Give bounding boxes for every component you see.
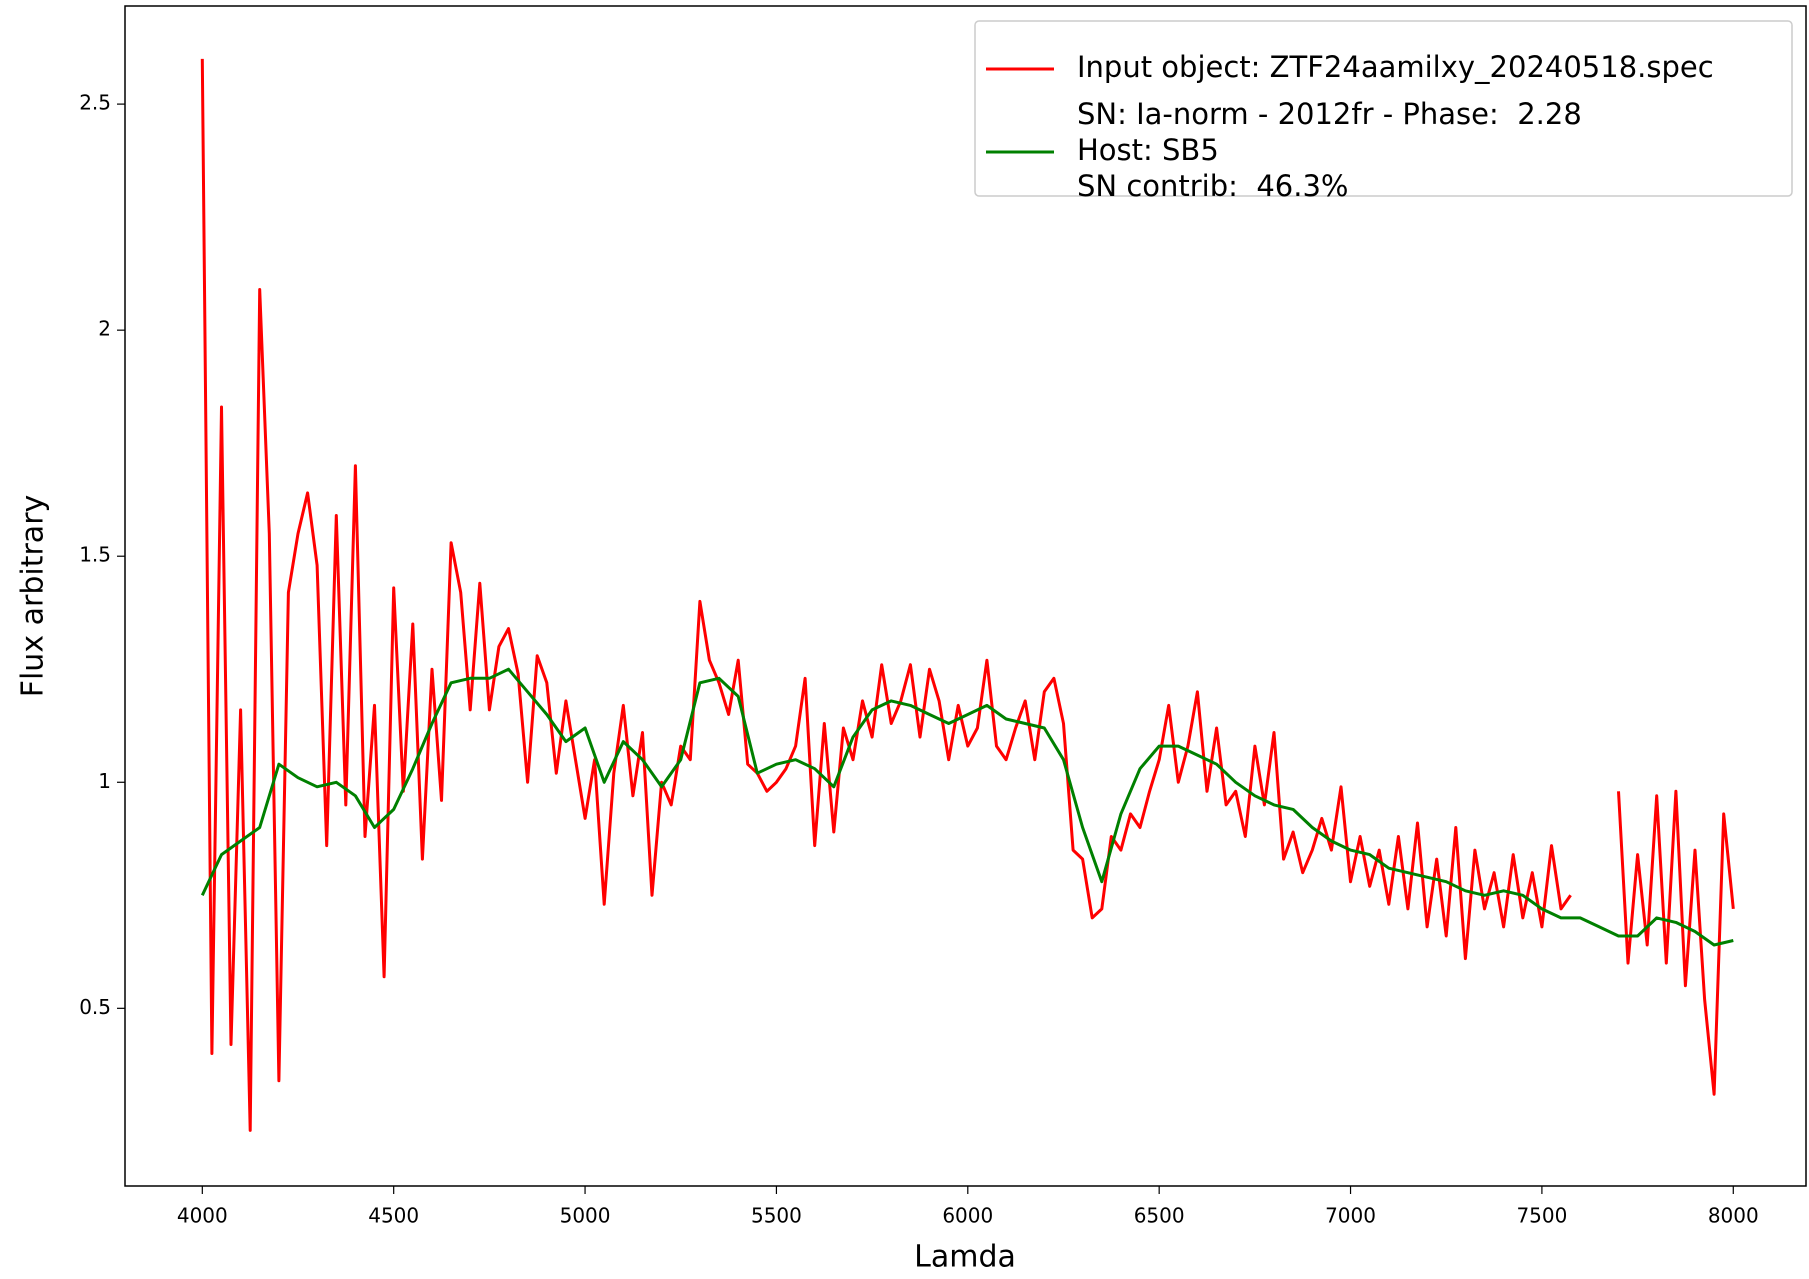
series-line: [200, 58, 1735, 1132]
legend-note: SN contrib: 46.3%: [1077, 169, 1348, 203]
y-tick-label: 2.5: [79, 91, 111, 115]
x-tick-label: 4000: [177, 1204, 228, 1228]
legend-label: Host: SB5: [1077, 133, 1219, 167]
x-tick-label: 4500: [368, 1204, 419, 1228]
x-tick-label: 8000: [1708, 1204, 1759, 1228]
y-axis-label: Flux arbitrary: [16, 495, 51, 698]
y-tick-label: 2: [98, 317, 111, 341]
plot-frame: [124, 5, 1807, 1187]
x-tick-label: 6000: [942, 1204, 993, 1228]
x-tick-label: 6500: [1134, 1204, 1185, 1228]
x-tick-label: 7500: [1516, 1204, 1567, 1228]
y-tick-label: 1: [98, 769, 111, 793]
legend-label: Input object: ZTF24aamilxy_20240518.spec: [1077, 50, 1714, 84]
x-tick-label: 5500: [751, 1204, 802, 1228]
x-tick-label: 5000: [560, 1204, 611, 1228]
series-line: [200, 667, 1734, 947]
x-axis-label: Lamda: [914, 1240, 1016, 1275]
y-tick-label: 1.5: [79, 543, 111, 567]
legend-note: SN: Ia-norm - 2012fr - Phase: 2.28: [1077, 97, 1582, 131]
x-tick-label: 7000: [1325, 1204, 1376, 1228]
legend-box: [974, 20, 1793, 197]
y-tick-label: 0.5: [79, 995, 111, 1019]
